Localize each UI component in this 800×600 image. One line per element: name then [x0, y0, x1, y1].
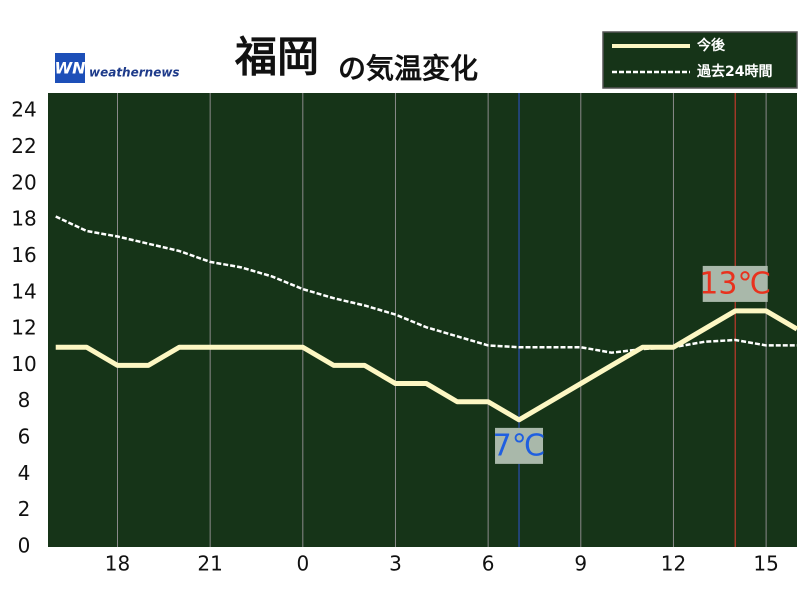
annotation-box — [702, 265, 768, 302]
x-tick-label: 21 — [197, 552, 222, 576]
series-line — [55, 308, 799, 423]
logo: WN weathernews — [54, 53, 180, 83]
x-tick-label: 6 — [482, 552, 495, 576]
chart-title: 福岡 — [234, 33, 319, 82]
annotation-label: 13℃ — [699, 266, 771, 301]
annotation-label: 7℃ — [493, 428, 546, 463]
y-tick-label: 12 — [11, 316, 36, 340]
x-tick-label: 3 — [389, 552, 402, 576]
legend-label: 今後 — [696, 37, 726, 54]
x-tick-label: 12 — [661, 552, 686, 576]
annotation-box — [495, 427, 544, 464]
x-tick-label: 9 — [574, 552, 587, 576]
y-tick-label: 0 — [18, 534, 31, 558]
y-tick-label: 22 — [11, 134, 36, 158]
x-tick-label: 0 — [296, 552, 309, 576]
y-tick-label: 16 — [11, 243, 36, 267]
logo-box — [55, 53, 85, 83]
y-tick-label: 14 — [11, 279, 36, 303]
y-tick-label: 4 — [18, 461, 31, 485]
x-tick-label: 18 — [105, 552, 130, 576]
x-tick-label: 15 — [753, 552, 778, 576]
y-tick-label: 6 — [18, 425, 31, 449]
logo-mark: WN — [54, 59, 86, 78]
legend-label: 過去24時間 — [696, 63, 772, 80]
y-tick-label: 2 — [18, 497, 31, 521]
y-tick-label: 20 — [11, 170, 36, 194]
y-tick-label: 10 — [11, 352, 36, 376]
plot-area — [48, 93, 797, 547]
source: weathernews — [89, 66, 180, 80]
chart-subtitle: の気温変化 — [338, 52, 478, 85]
y-tick-label: 8 — [18, 388, 31, 412]
legend — [602, 31, 798, 89]
y-tick-label: 24 — [11, 98, 36, 122]
y-tick-label: 18 — [11, 207, 36, 231]
